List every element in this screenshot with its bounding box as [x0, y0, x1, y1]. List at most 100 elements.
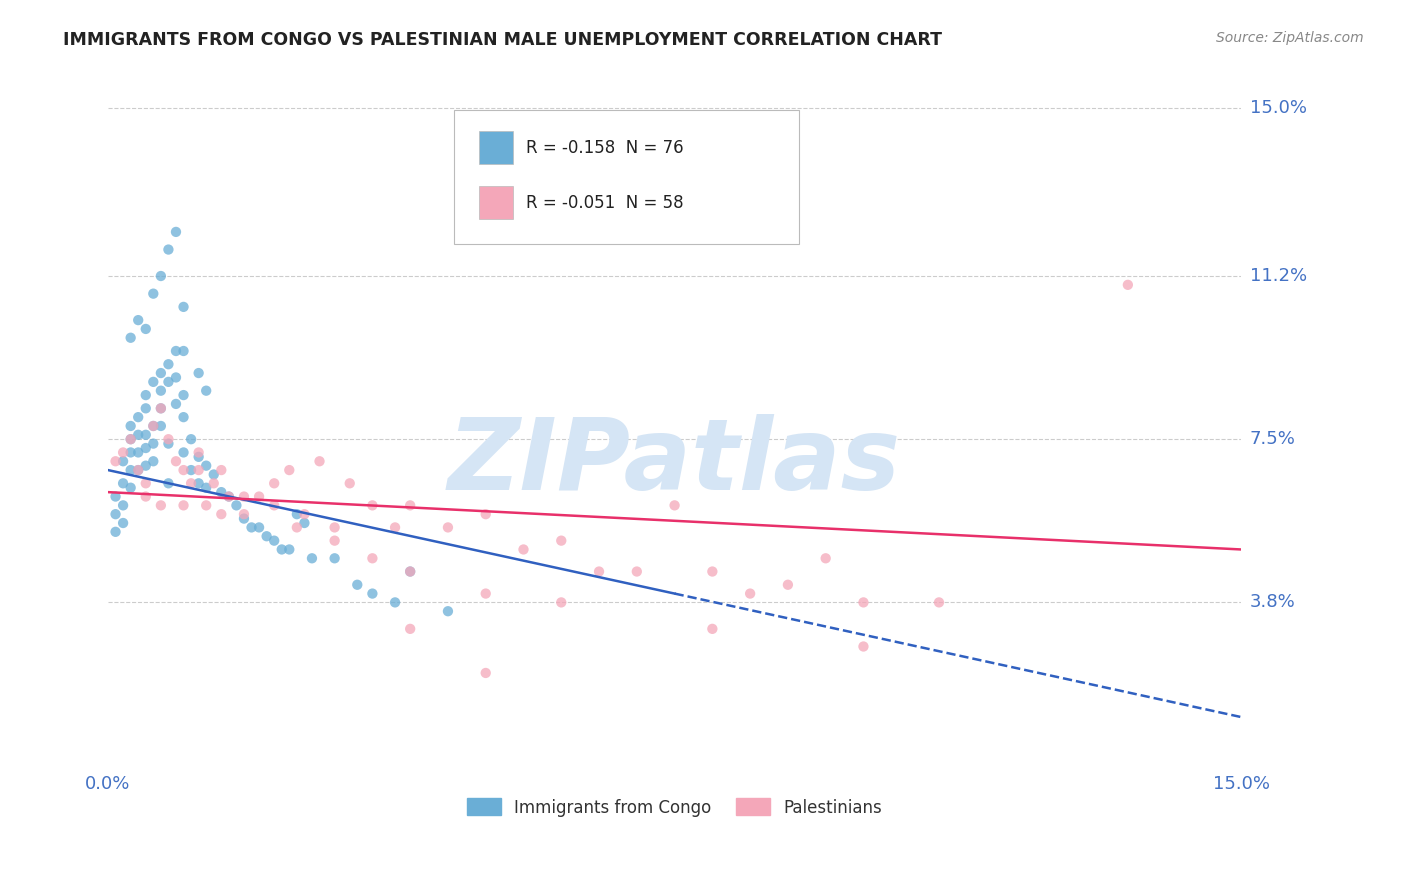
- Point: [120, 331, 142, 345]
- Point: [399, 565, 422, 579]
- Point: [157, 357, 180, 371]
- Point: [263, 533, 285, 548]
- Point: [550, 533, 572, 548]
- Point: [157, 436, 180, 450]
- Point: [294, 507, 316, 521]
- Point: [399, 565, 422, 579]
- Point: [301, 551, 323, 566]
- Point: [142, 375, 165, 389]
- Point: [399, 499, 422, 513]
- Point: [112, 476, 135, 491]
- Text: IMMIGRANTS FROM CONGO VS PALESTINIAN MALE UNEMPLOYMENT CORRELATION CHART: IMMIGRANTS FROM CONGO VS PALESTINIAN MAL…: [63, 31, 942, 49]
- Point: [550, 595, 572, 609]
- Point: [233, 511, 256, 525]
- Point: [202, 467, 225, 482]
- Point: [127, 463, 149, 477]
- Point: [149, 268, 172, 283]
- Point: [209, 507, 232, 521]
- Point: [127, 463, 149, 477]
- Text: 15.0%: 15.0%: [1250, 99, 1306, 118]
- Point: [187, 366, 209, 380]
- Point: [173, 499, 195, 513]
- Point: [135, 441, 157, 455]
- Point: [202, 476, 225, 491]
- Point: [173, 388, 195, 402]
- Point: [157, 432, 180, 446]
- Point: [294, 516, 316, 530]
- Point: [256, 529, 278, 543]
- Point: [187, 450, 209, 464]
- Point: [278, 463, 301, 477]
- Point: [142, 419, 165, 434]
- Point: [104, 524, 127, 539]
- Point: [852, 640, 875, 654]
- Point: [474, 507, 496, 521]
- Point: [142, 454, 165, 468]
- Point: [218, 490, 240, 504]
- Point: [702, 565, 724, 579]
- Point: [112, 454, 135, 468]
- Point: [165, 397, 187, 411]
- Point: [180, 432, 202, 446]
- Point: [120, 445, 142, 459]
- Point: [135, 388, 157, 402]
- Point: [247, 520, 270, 534]
- Point: [165, 343, 187, 358]
- Point: [120, 432, 142, 446]
- Point: [209, 485, 232, 500]
- Point: [157, 243, 180, 257]
- Point: [149, 499, 172, 513]
- Point: [218, 490, 240, 504]
- Point: [588, 565, 610, 579]
- Point: [187, 476, 209, 491]
- Point: [120, 432, 142, 446]
- Point: [399, 622, 422, 636]
- Point: [384, 520, 406, 534]
- Point: [187, 463, 209, 477]
- Point: [135, 322, 157, 336]
- Point: [165, 454, 187, 468]
- Point: [512, 542, 534, 557]
- Point: [127, 427, 149, 442]
- Point: [149, 401, 172, 416]
- Point: [361, 586, 384, 600]
- Point: [195, 481, 218, 495]
- Point: [664, 499, 686, 513]
- Text: 7.5%: 7.5%: [1250, 430, 1295, 448]
- Point: [702, 622, 724, 636]
- Text: 11.2%: 11.2%: [1250, 267, 1306, 285]
- Point: [270, 542, 292, 557]
- Text: Source: ZipAtlas.com: Source: ZipAtlas.com: [1216, 31, 1364, 45]
- Point: [112, 516, 135, 530]
- Point: [233, 507, 256, 521]
- Point: [437, 604, 460, 618]
- Point: [1116, 277, 1139, 292]
- Point: [263, 476, 285, 491]
- Point: [626, 565, 648, 579]
- Point: [165, 225, 187, 239]
- Text: ZIPatlas: ZIPatlas: [449, 414, 901, 511]
- Point: [195, 458, 218, 473]
- Point: [240, 520, 263, 534]
- Point: [474, 665, 496, 680]
- FancyBboxPatch shape: [454, 111, 799, 244]
- Text: R = -0.158  N = 76: R = -0.158 N = 76: [526, 139, 683, 157]
- Point: [127, 313, 149, 327]
- Point: [120, 463, 142, 477]
- Point: [173, 463, 195, 477]
- Point: [135, 476, 157, 491]
- Point: [135, 427, 157, 442]
- Point: [157, 476, 180, 491]
- Point: [278, 542, 301, 557]
- Point: [173, 445, 195, 459]
- Point: [814, 551, 837, 566]
- Point: [120, 481, 142, 495]
- Point: [361, 551, 384, 566]
- Point: [187, 445, 209, 459]
- Point: [173, 343, 195, 358]
- Point: [361, 499, 384, 513]
- Point: [120, 419, 142, 434]
- Point: [247, 490, 270, 504]
- Point: [474, 586, 496, 600]
- Point: [323, 520, 346, 534]
